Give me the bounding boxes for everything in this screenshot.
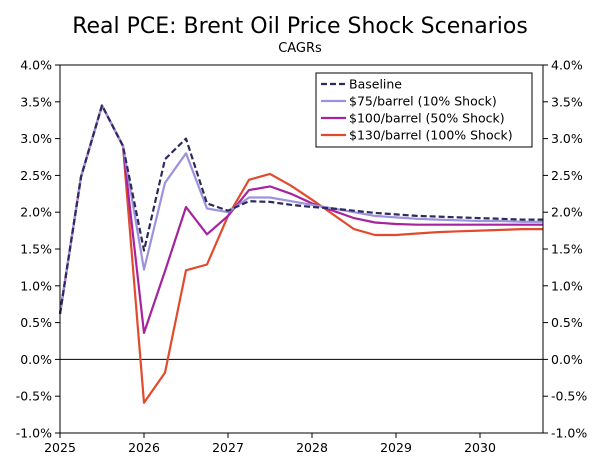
y-tick-label-right: 0.5% [551, 315, 583, 330]
series-line-3 [58, 104, 543, 334]
legend-box [315, 72, 533, 148]
y-tick-label-left: -1.0% [16, 426, 52, 441]
x-tick-label: 2026 [128, 440, 160, 455]
x-tick-label: 2027 [212, 440, 244, 455]
legend-label-4: $130/barrel (100% Shock) [349, 128, 513, 143]
legend-label-1: Baseline [349, 77, 402, 92]
y-tick-label-left: 3.0% [20, 131, 52, 146]
y-tick-label-left: -0.5% [16, 389, 52, 404]
y-tick-label-right: 2.5% [551, 168, 583, 183]
y-tick-label-right: 2.0% [551, 205, 583, 220]
x-tick-label: 2025 [44, 440, 76, 455]
y-tick-label-right: -0.5% [551, 389, 587, 404]
chart-subtitle: CAGRs [278, 41, 322, 56]
y-tick-label-right: 3.5% [551, 94, 583, 109]
x-tick-label: 2030 [464, 440, 496, 455]
legend-label-2: $75/barrel (10% Shock) [349, 94, 497, 109]
series-line-4 [58, 104, 543, 404]
chart-title: Real PCE: Brent Oil Price Shock Scenario… [72, 14, 528, 39]
y-tick-label-right: 3.0% [551, 131, 583, 146]
y-tick-label-left: 0.0% [20, 352, 52, 367]
y-tick-label-left: 4.0% [20, 58, 52, 73]
y-tick-label-right: -1.0% [551, 426, 587, 441]
y-tick-label-left: 1.0% [20, 278, 52, 293]
y-tick-label-left: 0.5% [20, 315, 52, 330]
y-tick-label-right: 0.0% [551, 352, 583, 367]
y-tick-label-left: 2.0% [20, 205, 52, 220]
y-tick-label-left: 2.5% [20, 168, 52, 183]
series-line-2 [58, 104, 543, 314]
x-tick-label: 2028 [296, 440, 328, 455]
y-tick-label-left: 3.5% [20, 94, 52, 109]
y-tick-label-right: 4.0% [551, 58, 583, 73]
legend-label-3: $100/barrel (50% Shock) [349, 111, 505, 126]
y-tick-label-left: 1.5% [20, 242, 52, 257]
x-tick-label: 2029 [380, 440, 412, 455]
y-tick-label-right: 1.5% [551, 242, 583, 257]
y-tick-label-right: 1.0% [551, 278, 583, 293]
series-line-1 [58, 104, 543, 314]
